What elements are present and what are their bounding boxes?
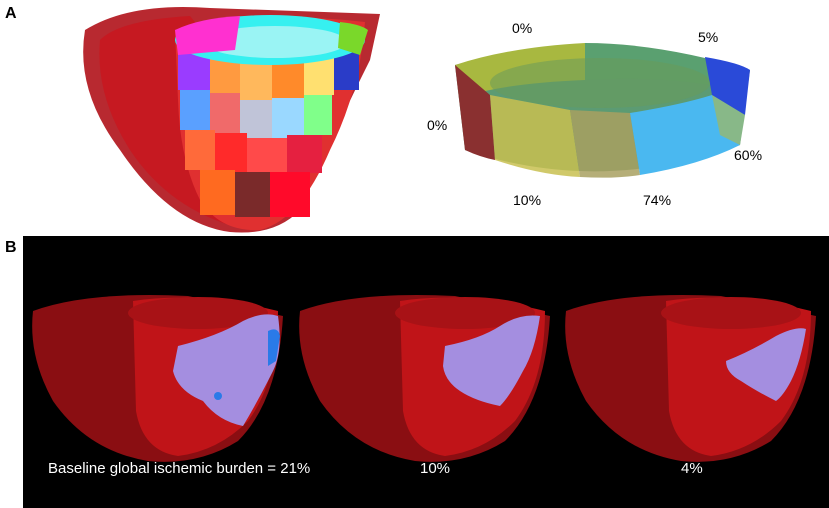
segment-label: 0% bbox=[427, 117, 448, 133]
segment-label: 74% bbox=[643, 192, 672, 208]
segment-label: 5% bbox=[698, 29, 719, 45]
panel-a-label: A bbox=[5, 5, 17, 22]
segment-label: 60% bbox=[734, 147, 763, 163]
caption-burden-10: 10% bbox=[420, 460, 451, 477]
heart-ischemia-baseline bbox=[32, 295, 283, 462]
segment-label: 0% bbox=[512, 20, 533, 36]
panel-b: Baseline global ischemic burden = 21% 10… bbox=[23, 236, 829, 508]
caption-baseline-burden: Baseline global ischemic burden = 21% bbox=[48, 460, 311, 477]
segment-label: 10% bbox=[513, 192, 542, 208]
panel-a: A bbox=[0, 0, 829, 236]
panel-b-label: B bbox=[5, 239, 17, 256]
caption-burden-4: 4% bbox=[681, 460, 703, 477]
myocardial-ring-slice bbox=[455, 43, 750, 178]
heart-ischemia-10 bbox=[299, 295, 550, 462]
segmented-heart-model bbox=[83, 6, 380, 233]
heart-ischemia-4 bbox=[565, 295, 816, 462]
